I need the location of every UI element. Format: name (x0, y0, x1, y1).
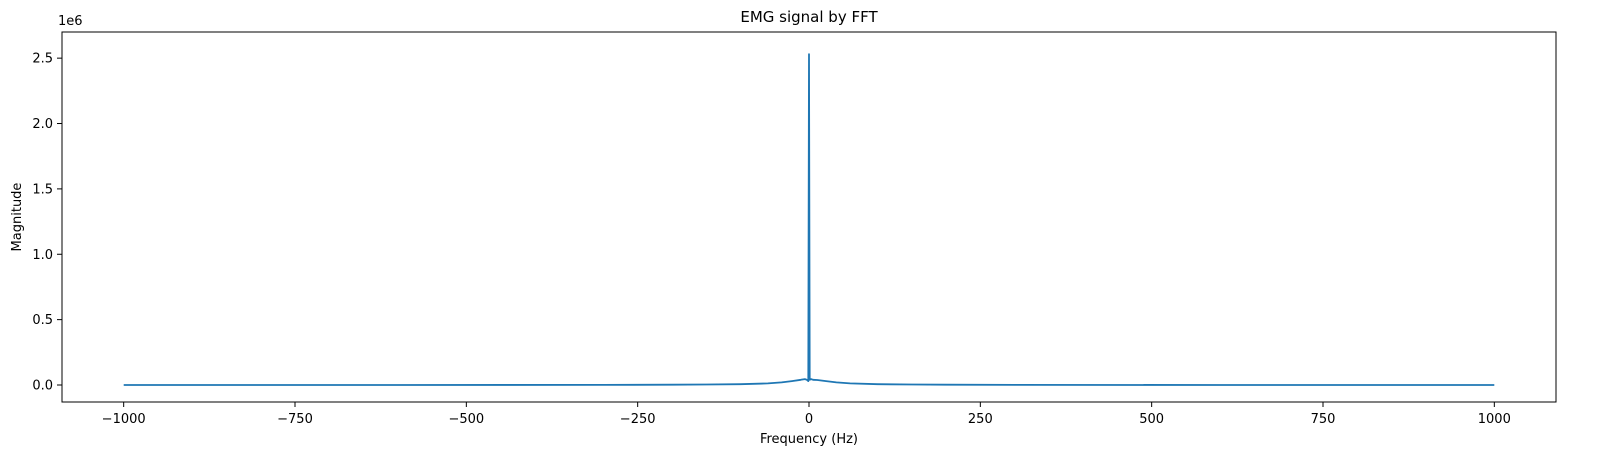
y-axis-label: Magnitude (10, 183, 25, 252)
x-tick-label: −750 (277, 412, 313, 427)
y-tick-label: 0.5 (32, 313, 53, 328)
y-tick-label: 2.0 (32, 117, 53, 132)
x-tick-label: 0 (805, 412, 813, 427)
x-tick-label: 250 (968, 412, 993, 427)
x-tick-label: −250 (620, 412, 656, 427)
y-tick-label: 2.5 (32, 52, 53, 67)
x-tick-label: −1000 (102, 412, 146, 427)
y-tick-label: 1.0 (32, 248, 53, 263)
x-tick-label: −500 (448, 412, 484, 427)
x-tick-label: 750 (1311, 412, 1336, 427)
x-axis-label: Frequency (Hz) (760, 432, 858, 447)
x-tick-label: 1000 (1478, 412, 1511, 427)
y-tick-label: 1.5 (32, 182, 53, 197)
chart-title: EMG signal by FFT (740, 8, 878, 26)
y-axis: 0.0 0.5 1.0 1.5 2.0 2.5 (32, 52, 62, 394)
y-offset-label: 1e6 (58, 14, 83, 29)
x-tick-label: 500 (1139, 412, 1164, 427)
series-line (123, 53, 1495, 386)
y-tick-label: 0.0 (32, 379, 53, 394)
x-axis: −1000 −750 −500 −250 0 250 500 750 1000 (102, 402, 1511, 427)
series-layer (123, 53, 1495, 386)
